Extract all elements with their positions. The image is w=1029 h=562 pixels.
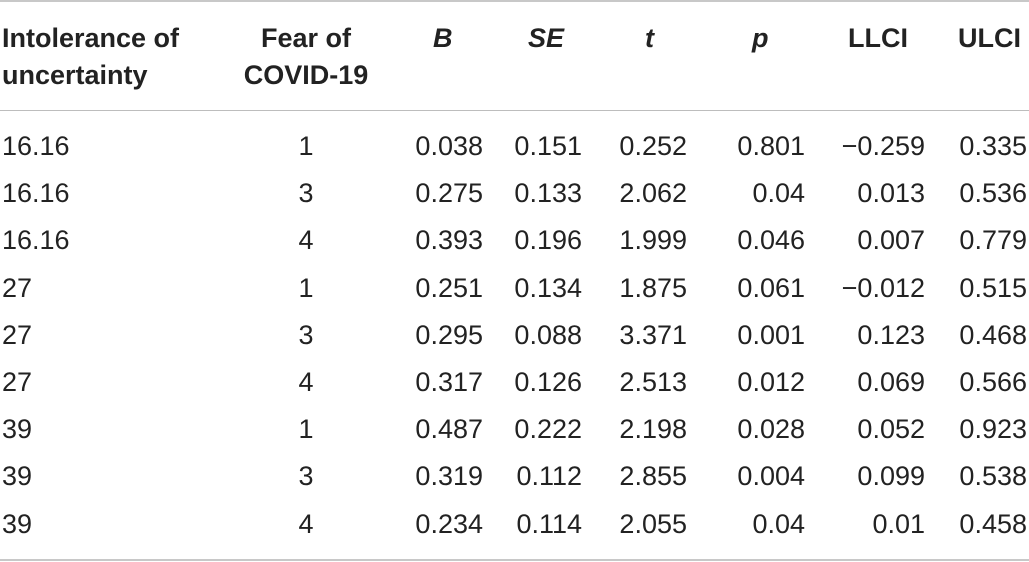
cell-b: 0.393: [415, 225, 483, 255]
cell-iu: 39: [2, 414, 33, 444]
cell-b: 0.251: [415, 273, 483, 303]
cell-b: 0.275: [415, 178, 483, 208]
cell-ulci: 0.779: [959, 225, 1027, 255]
header-iu-line-1: Intolerance of: [2, 23, 180, 53]
cell-se: 0.196: [514, 225, 582, 255]
cell-iu: 39: [2, 509, 33, 539]
cell-b: 0.487: [415, 414, 483, 444]
cell-fear: 4: [298, 509, 314, 539]
cell-fear: 4: [298, 367, 314, 397]
cell-p: 0.04: [752, 178, 805, 208]
cell-fear: 3: [298, 320, 314, 350]
cell-t: 3.371: [619, 320, 687, 350]
cell-ulci: 0.536: [959, 178, 1027, 208]
cell-se: 0.134: [514, 273, 582, 303]
cell-b: 0.038: [415, 131, 483, 161]
cell-se: 0.151: [514, 131, 582, 161]
cell-p: 0.001: [737, 320, 805, 350]
header-llci: LLCI: [848, 23, 908, 53]
cell-llci: 0.013: [857, 178, 925, 208]
header-intolerance-of-uncertainty: Intolerance of uncertainty: [2, 20, 179, 94]
cell-ulci: 0.515: [959, 273, 1027, 303]
cell-se: 0.133: [514, 178, 582, 208]
cell-iu: 27: [2, 320, 33, 350]
cell-llci: 0.007: [857, 225, 925, 255]
cell-fear: 1: [298, 273, 314, 303]
cell-se: 0.126: [514, 367, 582, 397]
cell-t: 2.198: [619, 414, 687, 444]
header-t: t: [645, 23, 654, 53]
cell-p: 0.028: [737, 414, 805, 444]
cell-ulci: 0.923: [959, 414, 1027, 444]
cell-llci: 0.099: [857, 461, 925, 491]
cell-ulci: 0.538: [959, 461, 1027, 491]
cell-iu: 16.16: [2, 178, 70, 208]
cell-t: 2.513: [619, 367, 687, 397]
cell-b: 0.234: [415, 509, 483, 539]
cell-ulci: 0.566: [959, 367, 1027, 397]
cell-llci: 0.01: [872, 509, 925, 539]
cell-se: 0.112: [516, 461, 582, 491]
cell-fear: 1: [298, 414, 314, 444]
header-divider-rule: [0, 110, 1029, 111]
cell-iu: 27: [2, 367, 33, 397]
cell-llci: −0.259: [841, 131, 925, 161]
cell-b: 0.295: [415, 320, 483, 350]
header-b: B: [433, 23, 453, 53]
header-ulci: ULCI: [958, 23, 1021, 53]
cell-iu: 39: [2, 461, 33, 491]
cell-t: 2.055: [619, 509, 687, 539]
cell-t: 0.252: [619, 131, 687, 161]
cell-iu: 16.16: [2, 225, 70, 255]
cell-b: 0.317: [415, 367, 483, 397]
cell-p: 0.046: [737, 225, 805, 255]
cell-p: 0.004: [737, 461, 805, 491]
cell-fear: 3: [298, 178, 314, 208]
cell-t: 2.855: [619, 461, 687, 491]
cell-fear: 4: [298, 225, 314, 255]
cell-ulci: 0.468: [959, 320, 1027, 350]
header-p: p: [752, 23, 769, 53]
cell-p: 0.04: [752, 509, 805, 539]
header-se: SE: [528, 23, 565, 53]
cell-se: 0.114: [516, 509, 582, 539]
cell-p: 0.061: [737, 273, 805, 303]
cell-t: 1.999: [619, 225, 687, 255]
cell-se: 0.088: [514, 320, 582, 350]
cell-t: 2.062: [619, 178, 687, 208]
header-fear-of-covid: Fear of COVID-19: [237, 20, 375, 94]
cell-t: 1.875: [619, 273, 687, 303]
cell-ulci: 0.335: [959, 131, 1027, 161]
cell-fear: 1: [298, 131, 314, 161]
header-iu-line-2: uncertainty: [2, 60, 148, 90]
cell-iu: 16.16: [2, 131, 70, 161]
cell-b: 0.319: [415, 461, 483, 491]
cell-fear: 3: [298, 461, 314, 491]
table-top-rule: [0, 0, 1029, 2]
header-fear-line-2: COVID-19: [243, 60, 369, 90]
cell-se: 0.222: [514, 414, 582, 444]
cell-iu: 27: [2, 273, 33, 303]
table-bottom-rule: [0, 559, 1029, 561]
cell-p: 0.012: [737, 367, 805, 397]
header-fear-line-1: Fear of: [260, 23, 352, 53]
cell-llci: −0.012: [841, 273, 925, 303]
cell-llci: 0.123: [857, 320, 925, 350]
cell-llci: 0.069: [857, 367, 925, 397]
cell-ulci: 0.458: [959, 509, 1027, 539]
cell-llci: 0.052: [857, 414, 925, 444]
cell-p: 0.801: [737, 131, 805, 161]
